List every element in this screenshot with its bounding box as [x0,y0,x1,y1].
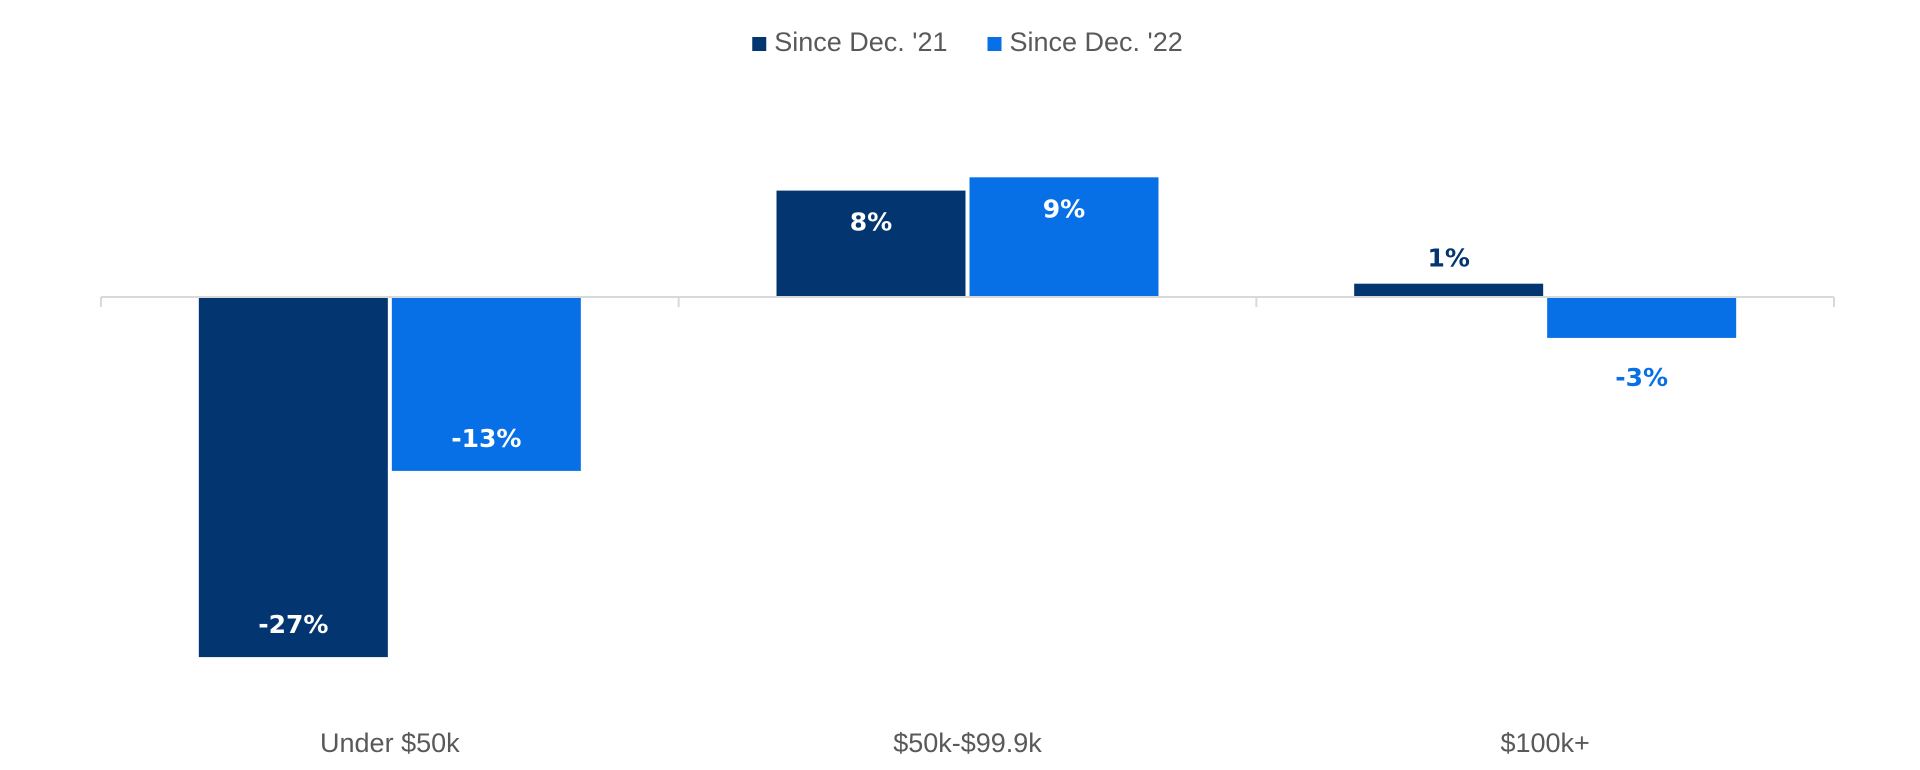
x-axis [100,296,1835,307]
category-labels-group: Under $50k $50k-$99.9k $100k+ [320,728,1590,758]
legend-swatch-0 [752,37,767,51]
data-label-0-0: -27% [258,610,328,639]
data-label-1-0: 8% [850,208,892,237]
category-label-2: $100k+ [1500,728,1589,758]
bar-2-1 [1547,298,1737,338]
data-label-1-1: 9% [1043,194,1085,223]
legend-label-0: Since Dec. '21 [774,27,947,57]
legend-label-1: Since Dec. '22 [1010,27,1183,57]
data-labels-group: -27% -13% 8% 9% 1% -3% [258,194,1668,639]
bar-0-1 [391,298,581,471]
bar-1-1 [969,177,1159,297]
bars-group [198,177,1737,658]
legend-item-0: Since Dec. '21 [752,27,948,57]
data-label-2-0: 1% [1427,244,1469,273]
legend: Since Dec. '21 Since Dec. '22 [752,27,1183,57]
bar-2-0 [1354,283,1544,297]
data-label-0-1: -13% [451,424,521,453]
category-label-1: $50k-$99.9k [893,728,1042,758]
bar-0-0 [198,298,388,658]
legend-item-1: Since Dec. '22 [987,27,1183,57]
legend-swatch-1 [987,37,1002,51]
category-label-0: Under $50k [320,728,460,758]
data-label-2-1: -3% [1615,363,1668,392]
bar-1-0 [776,190,966,297]
